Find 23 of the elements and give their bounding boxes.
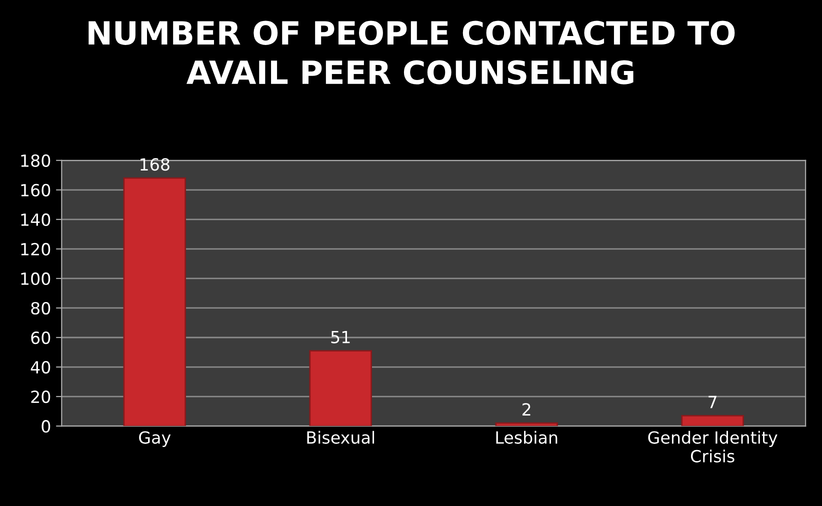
- y-tick-label: 40: [30, 360, 50, 374]
- bar: [495, 422, 558, 426]
- data-label: 7: [708, 396, 716, 408]
- x-tick-label: Gender Identity Crisis: [648, 430, 778, 462]
- y-tick-label: 0: [42, 420, 50, 433]
- y-tick-label: 20: [31, 390, 50, 404]
- y-tick-label: 80: [31, 302, 50, 315]
- y-tick-label: 100: [21, 272, 50, 286]
- y-tick-label: 180: [21, 154, 50, 167]
- data-label: 2: [522, 403, 530, 416]
- x-tick-label: Bisexual: [307, 430, 374, 444]
- data-label: 51: [331, 331, 350, 344]
- y-tick-label: 60: [31, 331, 50, 344]
- chart-title: NUMBER OF PEOPLE CONTACTED TO AVAIL PEER COUNSELING: [88, 20, 735, 84]
- y-tick-label: 140: [21, 213, 50, 226]
- bar: [123, 177, 186, 426]
- y-tick-label: 120: [21, 242, 50, 256]
- bar: [681, 415, 744, 426]
- y-tick-label: 160: [21, 184, 50, 196]
- x-tick-label: Gay: [139, 431, 171, 448]
- x-tick-label: Lesbian: [496, 430, 558, 444]
- bar: [309, 350, 372, 426]
- data-label: 168: [140, 158, 170, 171]
